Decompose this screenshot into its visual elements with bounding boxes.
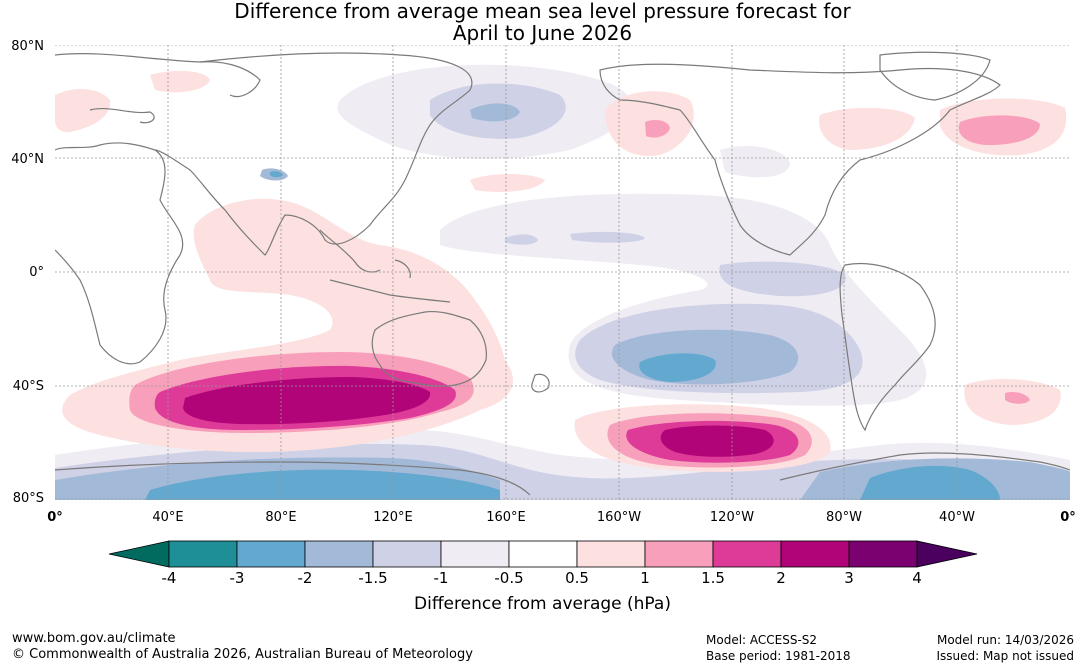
anomaly-region-neg1-tropics-2 <box>570 231 645 243</box>
anomaly-region-pos2-indian <box>183 377 431 425</box>
anomaly-region-pos2-spacific <box>660 425 774 457</box>
lon-tick-160w: 160°W <box>596 510 642 525</box>
colorbar-label: 1 <box>640 569 650 587</box>
lon-tick-160e: 160°E <box>486 510 526 525</box>
footer-base-period: Base period: 1981-2018 <box>706 649 851 663</box>
colorbar-label: 4 <box>912 569 922 587</box>
lat-tick-80n: 80°N <box>11 39 44 54</box>
anomaly-region-neg3-japan <box>270 171 283 178</box>
lon-tick-0-left: 0° <box>47 510 63 525</box>
title-line-1: Difference from average mean sea level p… <box>234 0 851 23</box>
lon-tick-80e: 80°E <box>265 510 297 525</box>
anomaly-region-pos1-natlantic <box>958 115 1040 146</box>
footer-copyright: © Commonwealth of Australia 2026, Austra… <box>12 647 473 662</box>
colorbar-label: 0.5 <box>565 569 589 587</box>
colorbar-label: -4 <box>161 569 177 587</box>
anomaly-region-pos05-russia <box>150 70 210 93</box>
lon-tick-0-right: 0° <box>1060 510 1076 525</box>
anomaly-region-neg1-eqpacific <box>719 261 846 297</box>
lat-tick-40n: 40°N <box>11 152 44 167</box>
gridlines <box>55 45 1070 500</box>
colorbar-label: -0.5 <box>494 569 524 587</box>
footer-model: Model: ACCESS-S2 <box>706 633 818 647</box>
anomaly-region-pos1-satlantic <box>1005 391 1030 404</box>
lon-tick-80w: 80°W <box>826 510 862 525</box>
colorbar-label: 3 <box>844 569 854 587</box>
anomaly-region-pos05-europe <box>55 88 111 133</box>
colorbar-label: -1.5 <box>358 569 388 587</box>
anomaly-region-neg1-tropics <box>505 234 538 245</box>
lon-tick-40e: 40°E <box>152 510 184 525</box>
map-title: Difference from average mean sea level p… <box>0 0 1085 44</box>
footer-website: www.bom.gov.au/climate <box>12 631 176 646</box>
colorbar-label: 1.5 <box>701 569 725 587</box>
anomaly-region-neg15-arctic <box>470 103 520 122</box>
colorbar-label: -2 <box>297 569 313 587</box>
title-line-2: April to June 2026 <box>452 21 633 45</box>
footer-issued: Issued: Map not issued <box>936 649 1074 663</box>
lon-tick-40w: 40°W <box>939 510 975 525</box>
colorbar-title: Difference from average (hPa) <box>414 594 671 614</box>
lon-tick-120w: 120°W <box>709 510 755 525</box>
coastlines <box>55 51 1070 496</box>
anomaly-region-pos05-natlantic <box>819 107 915 150</box>
lat-tick-40s: 40°S <box>12 379 44 394</box>
anomaly-region-neg2-pacific <box>639 353 716 382</box>
anomaly-region-neg05-namerica <box>720 145 790 178</box>
lon-tick-120e: 120°E <box>373 510 413 525</box>
lat-tick-0: 0° <box>29 265 44 280</box>
anomaly-region-neg2-southern-east <box>860 465 1000 500</box>
lat-tick-80s: 80°S <box>12 491 44 506</box>
colorbar-label: -1 <box>433 569 449 587</box>
colorbar-label: 2 <box>776 569 786 587</box>
colorbar-label: -3 <box>229 569 245 587</box>
anomaly-region-pos05-npacific <box>470 174 545 192</box>
footer-model-run: Model run: 14/03/2026 <box>936 633 1074 647</box>
anomaly-region-pos1-nepacific <box>645 120 670 138</box>
anomaly-region-neg2-southern <box>145 469 500 500</box>
